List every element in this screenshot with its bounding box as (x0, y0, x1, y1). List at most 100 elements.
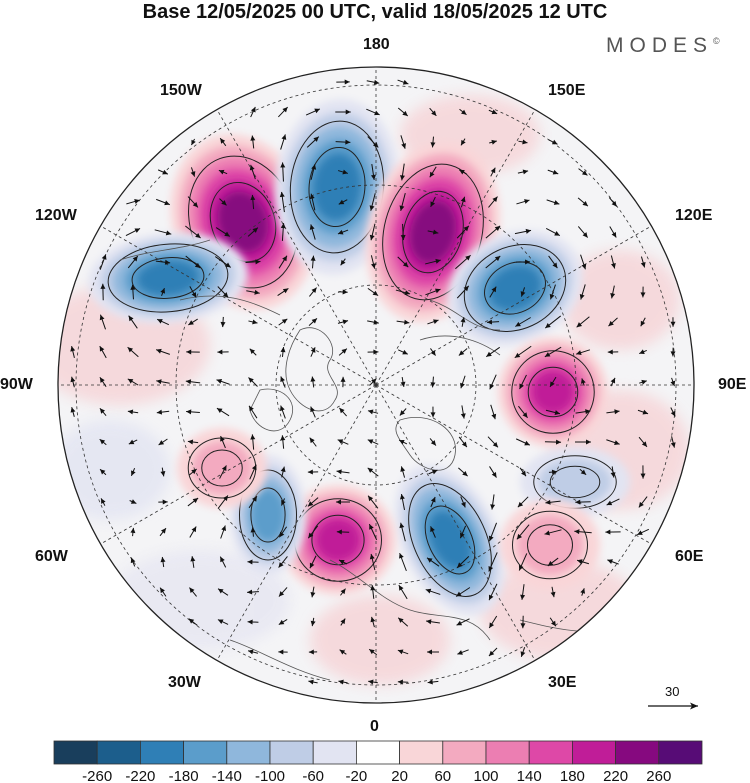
wind-arrow (308, 649, 318, 655)
wind-arrow (580, 378, 586, 386)
wind-arrow (249, 164, 256, 180)
wind-arrow (398, 439, 408, 445)
wind-arrow (310, 617, 316, 627)
anomaly-negative-siberia (447, 230, 583, 346)
wind-arrow (160, 467, 166, 477)
wind-arrow (340, 258, 346, 266)
wind-arrow (489, 139, 497, 145)
wind-arrow (339, 407, 347, 417)
wind-arrow (368, 523, 378, 541)
wind-arrow (249, 348, 257, 356)
wind-arrow (517, 496, 529, 508)
wind-arrow (127, 378, 139, 386)
wind-arrow (278, 649, 288, 655)
wind-arrow (70, 407, 76, 417)
wind-arrow (640, 256, 646, 268)
lon-label-0: 0 (370, 718, 379, 735)
meridian-10 (100, 225, 377, 386)
wind-arrow (400, 466, 406, 478)
lon-label-60w: 60W (35, 548, 68, 565)
wind-arrow (400, 135, 406, 149)
wind-arrow (638, 496, 648, 508)
wind-arrow (430, 526, 436, 538)
wind-arrow (370, 616, 376, 628)
wind-arrow (248, 319, 258, 325)
wind-arrow (400, 163, 405, 181)
colorbar-swatch-6 (312, 740, 357, 765)
wind-arrow (427, 229, 439, 235)
wind-arrow (456, 618, 470, 626)
colorbar-swatch-11 (528, 740, 573, 765)
wind-arrow (427, 319, 439, 325)
wind-arrow (640, 317, 646, 327)
wind-arrow (99, 254, 107, 270)
wind-arrow (427, 679, 439, 685)
wind-arrow (130, 284, 136, 300)
wind-arrow (516, 199, 530, 205)
wind-arrow (219, 137, 227, 147)
wind-arrow (488, 647, 498, 657)
colorbar-swatch-7 (355, 740, 400, 765)
wind-arrow (490, 494, 496, 510)
wind-arrow (548, 139, 558, 145)
wind-arrow (216, 379, 230, 385)
wind-arrow (520, 615, 526, 629)
wind-arrow (99, 468, 107, 476)
wind-arrow (640, 465, 646, 479)
wind-arrow (456, 285, 470, 299)
wind-arrow (337, 229, 349, 235)
wind-arrow (459, 525, 467, 539)
wind-arrow (368, 679, 378, 685)
wind-arrow (280, 405, 286, 419)
wind-arrow (547, 169, 559, 175)
wind-arrow (397, 107, 409, 117)
wind-arrow (638, 436, 648, 448)
wind-arrow (310, 164, 317, 180)
wind-arrow (367, 409, 379, 415)
wind-arrow (607, 349, 619, 355)
wind-arrow (548, 255, 558, 269)
wind-arrow (397, 649, 409, 655)
wind-arrow (307, 497, 319, 507)
wind-arrow (336, 469, 350, 475)
wind-arrow (309, 193, 316, 211)
wind-arrow (278, 556, 288, 568)
wind-arrow (430, 406, 436, 418)
wind-arrow (368, 648, 378, 656)
wind-arrow (280, 466, 286, 478)
wind-arrow (310, 586, 316, 598)
wind-vectors (70, 79, 676, 685)
wind-arrow (277, 106, 289, 118)
wind-arrow (367, 136, 379, 148)
wind-arrow (429, 438, 437, 446)
wind-arrow (576, 316, 590, 328)
wind-arrow (159, 527, 167, 537)
wind-arrow (397, 79, 409, 85)
wind-arrow (129, 499, 137, 504)
wind-arrow (279, 191, 285, 213)
wind-arrow (127, 346, 139, 358)
wind-arrow (544, 529, 562, 536)
wind-arrow (575, 409, 591, 415)
wind-arrow (490, 404, 497, 420)
wind-arrow (127, 255, 139, 269)
wind-arrow (100, 283, 106, 301)
wind-arrow (670, 347, 676, 357)
colorbar-swatch-4 (226, 740, 271, 765)
wind-arrow (400, 223, 406, 241)
wind-arrow (487, 436, 499, 448)
wind-arrow (370, 163, 376, 181)
wind-arrow (519, 374, 527, 390)
wind-arrow (398, 584, 408, 600)
wind-arrow (610, 466, 616, 478)
wind-arrow (160, 556, 166, 568)
wind-arrow (430, 496, 436, 508)
wind-arrow (337, 319, 349, 325)
wind-arrow (367, 287, 379, 297)
wind-arrow (425, 588, 441, 595)
wind-arrow (609, 226, 617, 238)
wind-arrow (429, 107, 437, 117)
wind-arrow (514, 228, 532, 235)
